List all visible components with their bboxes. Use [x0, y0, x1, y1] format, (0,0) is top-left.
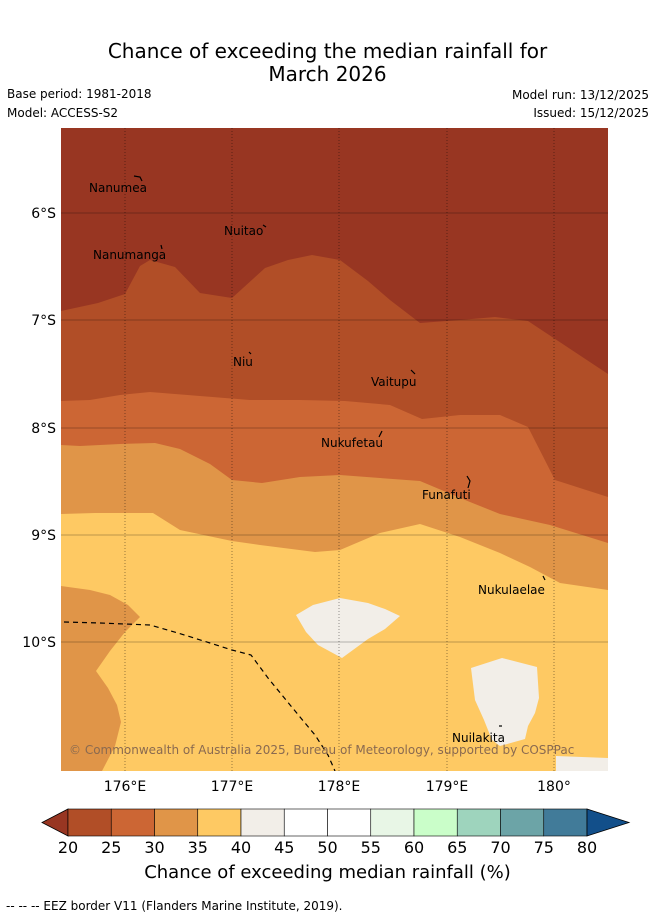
island-niu	[248, 351, 252, 355]
place-label: Nanumanga	[93, 248, 166, 262]
place-label: Nuitao	[224, 224, 263, 238]
colorbar-segment	[413, 808, 458, 837]
lat-label: 7°S	[31, 313, 56, 329]
colorbar-tick-label: 35	[188, 838, 208, 857]
island-vaitupu	[410, 369, 416, 375]
eez-border	[63, 621, 336, 771]
colorbar-label: Chance of exceeding median rainfall (%)	[144, 862, 511, 883]
issued-date: Issued: 15/12/2025	[533, 106, 649, 120]
place-label: Funafuti	[422, 488, 471, 502]
title-line-1: Chance of exceeding the median rainfall …	[107, 39, 548, 63]
near-median-patch-2	[471, 658, 539, 746]
colorbar-segment	[500, 808, 545, 837]
island-nukulaelae	[542, 575, 546, 581]
colorbar-segment	[543, 808, 588, 837]
colorbar-tick-label: 30	[144, 838, 164, 857]
colorbar-tick-label: 55	[361, 838, 381, 857]
colorbar-segment	[197, 808, 242, 837]
eez-note: -- -- -- EEZ border V11 (Flanders Marine…	[6, 899, 343, 913]
colorbar-segment	[456, 808, 501, 837]
island-funafuti	[466, 475, 471, 489]
lat-label: 10°S	[22, 635, 56, 651]
lat-label: 8°S	[31, 421, 56, 437]
lon-label: 178°E	[318, 779, 361, 795]
colorbar-extend-high	[586, 808, 631, 837]
model-run: Model run: 13/12/2025	[511, 88, 649, 102]
colorbar-tick-label: 80	[577, 838, 597, 857]
colorbar-tick-label: 70	[490, 838, 510, 857]
island-nukufetau	[378, 430, 383, 438]
colorbar-tick-label: 20	[58, 838, 78, 857]
island-outlines	[133, 175, 546, 727]
lat-label: 9°S	[31, 528, 56, 544]
lon-label: 180°	[537, 779, 571, 795]
colorbar-segment	[110, 808, 155, 837]
colorbar-segment	[370, 808, 415, 837]
near-median-patch-3	[556, 756, 608, 771]
colorbar-tick-label: 25	[101, 838, 121, 857]
colorbar-tick-label: 75	[534, 838, 554, 857]
band-35-40-sw	[61, 586, 140, 771]
place-label: Nanumea	[89, 181, 147, 195]
copyright-notice: © Commonwealth of Australia 2025, Bureau…	[69, 743, 574, 757]
colorbar-segment	[240, 808, 285, 837]
lon-label: 176°E	[104, 779, 147, 795]
colorbar: 20 25 30 35 40 45 50 55 60 65 70 75 80	[41, 808, 631, 857]
grid-lines	[61, 128, 608, 771]
colorbar-tick-label: 45	[274, 838, 294, 857]
colorbar-segment	[154, 808, 199, 837]
place-label: Niu	[233, 355, 253, 369]
title-line-2: March 2026	[268, 62, 387, 86]
colorbar-tick-label: 40	[231, 838, 251, 857]
colorbar-tick-label: 60	[404, 838, 424, 857]
map-area: Nanumea Nuitao Nanumanga Niu Vaitupu Nuk…	[61, 128, 608, 771]
place-label: Nukufetau	[321, 436, 383, 450]
base-period: Base period: 1981-2018	[7, 87, 152, 101]
colorbar-segment	[283, 808, 328, 837]
colorbar-extend-low	[41, 808, 69, 837]
lon-label: 179°E	[426, 779, 469, 795]
model-name: Model: ACCESS-S2	[7, 106, 119, 120]
island-nanumanga	[160, 244, 163, 250]
place-label: Nukulaelae	[478, 583, 545, 597]
page-title: Chance of exceeding the median rainfall …	[0, 40, 655, 86]
lat-label: 6°S	[31, 206, 56, 222]
place-label: Nuilakita	[452, 731, 505, 745]
near-median-patch-1	[296, 598, 400, 658]
colorbar-tick-label: 65	[447, 838, 467, 857]
colorbar-tick-label: 50	[317, 838, 337, 857]
lon-label: 177°E	[211, 779, 254, 795]
place-label: Vaitupu	[371, 375, 417, 389]
colorbar-segment	[67, 808, 112, 837]
island-nuitao	[262, 224, 267, 228]
island-nanumea	[133, 175, 143, 182]
colorbar-segment	[327, 808, 372, 837]
